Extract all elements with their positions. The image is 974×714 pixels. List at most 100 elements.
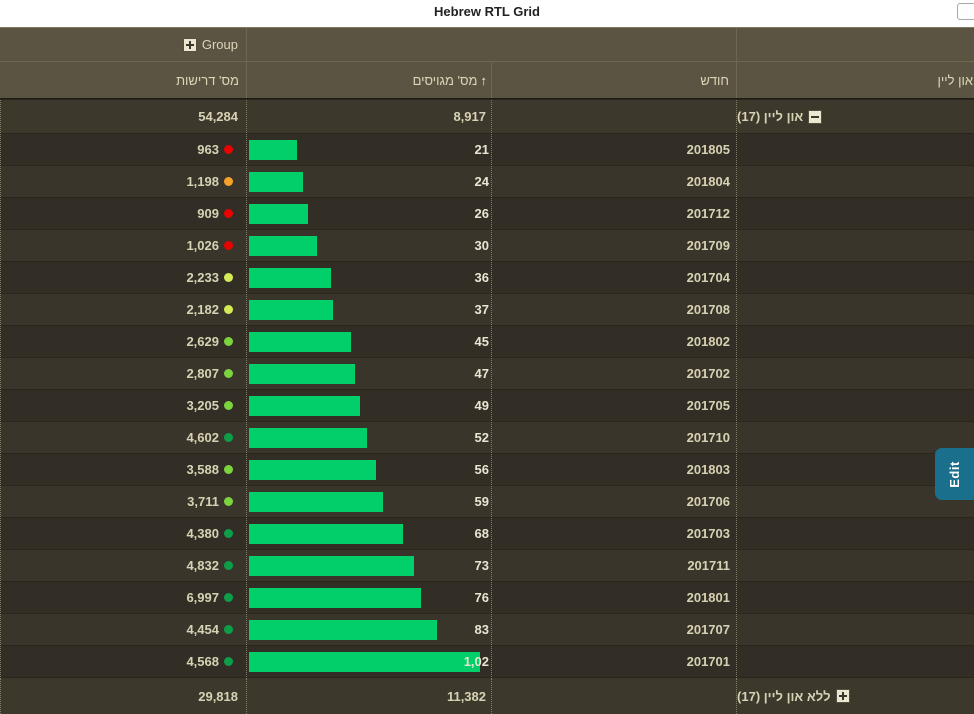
recruits-value: 47	[474, 366, 489, 381]
table-row[interactable]: 4,380 68 201703	[0, 517, 974, 549]
requests-value: 2,233	[186, 270, 219, 285]
expand-group-icon[interactable]	[835, 689, 850, 703]
recruits-data-bar	[249, 139, 297, 160]
table-row[interactable]: 1,198 24 201804	[0, 165, 974, 197]
requests-cell: 4,602	[0, 422, 247, 453]
online-cell	[737, 518, 974, 549]
requests-cell: 1,198	[0, 166, 247, 197]
online-cell	[737, 166, 974, 197]
status-dot-icon	[224, 529, 233, 538]
requests-value: 3,205	[186, 398, 219, 413]
recruits-data-bar	[249, 587, 421, 608]
recruits-value: 49	[474, 398, 489, 413]
sort-ascending-icon: ↑	[480, 72, 488, 88]
requests-value: 4,832	[186, 558, 219, 573]
summary-recruits-cell: 8,917	[247, 100, 492, 133]
recruits-cell: 24	[247, 166, 492, 197]
table-row[interactable]: 2,629 45 201802	[0, 325, 974, 357]
recruits-cell: 49	[247, 390, 492, 421]
online-cell	[737, 230, 974, 261]
group-summary-row-online[interactable]: 54,284 8,917 און ליין (17)	[0, 99, 974, 133]
table-row[interactable]: 3,588 56 201803	[0, 453, 974, 485]
recruits-cell: 52	[247, 422, 492, 453]
online-cell	[737, 326, 974, 357]
status-dot-icon	[224, 433, 233, 442]
month-value: 201706	[686, 494, 730, 509]
column-header-recruits[interactable]: מס' מגויסים ↑	[247, 62, 492, 98]
month-cell: 201803	[492, 454, 737, 485]
month-cell: 201705	[492, 390, 737, 421]
table-row[interactable]: 1,026 30 201709	[0, 229, 974, 261]
column-header-month[interactable]: חודש	[492, 62, 737, 98]
group-expand-button[interactable]: Group	[182, 37, 246, 52]
month-value: 201710	[686, 430, 730, 445]
table-row[interactable]: 4,454 83 201707	[0, 613, 974, 645]
recruits-value: 26	[474, 206, 489, 221]
recruits-value: 68	[474, 526, 489, 541]
hebrew-rtl-grid: Group מס' דרישות מס' מגויסים ↑ חודש און …	[0, 27, 974, 714]
grid-column-headers: מס' דרישות מס' מגויסים ↑ חודש און ליין	[0, 62, 974, 99]
month-cell: 201706	[492, 486, 737, 517]
recruits-cell: 73	[247, 550, 492, 581]
month-value: 201703	[686, 526, 730, 541]
status-dot-icon	[224, 625, 233, 634]
month-value: 201705	[686, 398, 730, 413]
group-button-label: Group	[201, 37, 238, 52]
month-cell: 201712	[492, 198, 737, 229]
table-row[interactable]: 909 26 201712	[0, 197, 974, 229]
month-cell: 201802	[492, 326, 737, 357]
group-header-cell: Group	[0, 28, 247, 61]
edit-tab[interactable]: Edit	[935, 448, 974, 500]
table-row[interactable]: 2,182 37 201708	[0, 293, 974, 325]
month-value: 201707	[686, 622, 730, 637]
status-dot-icon	[224, 273, 233, 282]
panel-corner-tool-button[interactable]	[957, 3, 974, 20]
online-cell	[737, 390, 974, 421]
recruits-value: 37	[474, 302, 489, 317]
status-dot-icon	[224, 369, 233, 378]
requests-cell: 3,588	[0, 454, 247, 485]
table-row[interactable]: 963 21 201805	[0, 133, 974, 165]
requests-value: 963	[197, 142, 219, 157]
requests-value: 4,602	[186, 430, 219, 445]
recruits-data-bar	[249, 427, 367, 448]
requests-cell: 4,832	[0, 550, 247, 581]
recruits-value: 83	[474, 622, 489, 637]
requests-cell: 963	[0, 134, 247, 165]
recruits-cell: 56	[247, 454, 492, 485]
column-header-online[interactable]: און ליין	[937, 72, 973, 88]
month-value: 201804	[686, 174, 730, 189]
collapse-group-icon[interactable]	[808, 109, 823, 124]
expand-all-icon[interactable]	[182, 37, 197, 52]
column-header-requests[interactable]: מס' דרישות	[0, 62, 247, 98]
table-row[interactable]: 4,602 52 201710	[0, 421, 974, 453]
month-value: 201708	[686, 302, 730, 317]
recruits-value: 56	[474, 462, 489, 477]
recruits-data-bar	[249, 299, 333, 320]
table-row[interactable]: 6,997 76 201801	[0, 581, 974, 613]
requests-cell: 3,205	[0, 390, 247, 421]
requests-value: 909	[197, 206, 219, 221]
summary-requests-cell: 29,818	[0, 678, 247, 714]
recruits-cell: 83	[247, 614, 492, 645]
requests-value: 3,711	[187, 494, 219, 509]
recruits-cell: 1,02	[247, 646, 492, 677]
recruits-cell: 76	[247, 582, 492, 613]
table-row[interactable]: 2,233 36 201704	[0, 261, 974, 293]
table-row[interactable]: 3,711 59 201706	[0, 485, 974, 517]
group-summary-row-offline[interactable]: 29,818 11,382 ללא און ליין (17)	[0, 677, 974, 714]
status-dot-icon	[224, 305, 233, 314]
table-row[interactable]: 4,568 1,02 201701	[0, 645, 974, 677]
recruits-value: 36	[474, 270, 489, 285]
requests-cell: 2,629	[0, 326, 247, 357]
requests-value: 2,807	[186, 366, 219, 381]
table-row[interactable]: 2,807 47 201702	[0, 357, 974, 389]
month-value: 201709	[686, 238, 730, 253]
requests-cell: 4,454	[0, 614, 247, 645]
month-cell: 201702	[492, 358, 737, 389]
requests-value: 4,568	[186, 654, 219, 669]
table-row[interactable]: 3,205 49 201705	[0, 389, 974, 421]
online-cell	[737, 614, 974, 645]
grid-grouping-row: Group	[0, 28, 974, 62]
table-row[interactable]: 4,832 73 201711	[0, 549, 974, 581]
